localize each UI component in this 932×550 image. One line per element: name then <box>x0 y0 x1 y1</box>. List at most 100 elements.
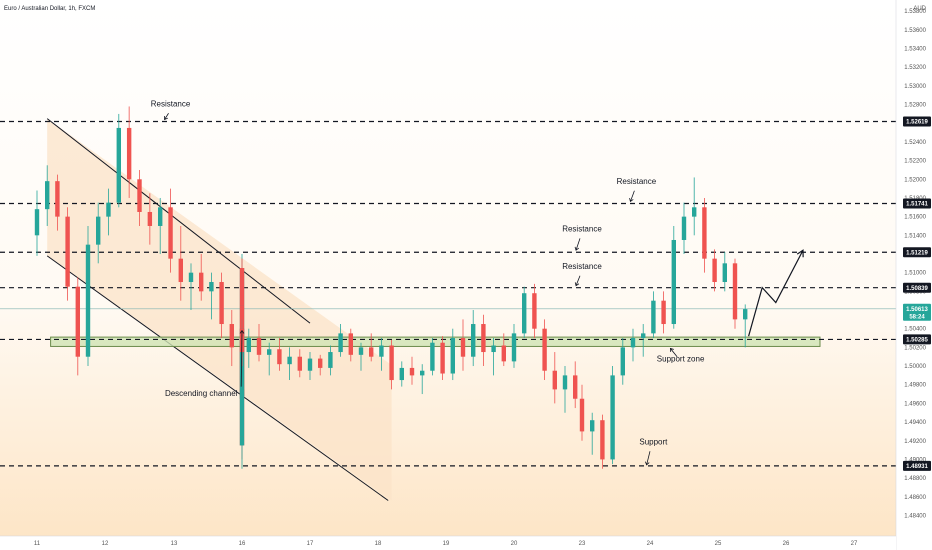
candle <box>267 342 272 376</box>
candle <box>573 361 578 409</box>
level-price-tag <box>903 282 931 293</box>
projection-arrowhead <box>796 249 804 258</box>
candle <box>199 253 204 301</box>
candle-body <box>358 347 364 355</box>
candle <box>681 202 687 254</box>
candle-body <box>379 345 384 357</box>
level-price-tag-label: 1.52619 <box>906 120 928 126</box>
candle-countdown-label: 58:24 <box>909 314 925 320</box>
projection-path <box>748 249 804 337</box>
candle-body <box>229 324 234 348</box>
candle <box>590 412 595 455</box>
level-price-tag-label: 1.50285 <box>906 338 928 344</box>
candle-body <box>338 333 343 353</box>
candle <box>229 310 234 367</box>
resistance-pointer-1 <box>164 113 169 120</box>
time-tick-label: 26 <box>783 541 790 547</box>
chart-title: Euro / Australian Dollar, 1h, FXCM <box>4 6 95 12</box>
candle <box>562 366 568 413</box>
annotation-label: Resistance <box>562 262 602 271</box>
candle-body <box>328 352 333 368</box>
candle-body <box>55 181 60 217</box>
time-tick-label: 27 <box>851 541 858 547</box>
candle <box>671 225 676 329</box>
candle-body <box>590 420 595 432</box>
price-tick-label: 1.52000 <box>904 177 926 183</box>
time-axis[interactable]: 11 12 13 16 17 18 19 20 23 24 25 26 27 <box>0 535 896 550</box>
candle-body <box>542 328 547 371</box>
candle <box>600 414 605 469</box>
candle-body <box>562 375 568 390</box>
candle-body <box>75 286 80 357</box>
candle <box>318 354 323 376</box>
price-tick-label: 1.51000 <box>904 271 926 277</box>
price-axis-background[interactable] <box>896 0 932 550</box>
candle <box>661 291 666 334</box>
time-tick-label: 11 <box>34 541 41 547</box>
candle <box>389 339 394 390</box>
candle-body <box>126 127 132 180</box>
price-tick-label: 1.49000 <box>904 457 926 463</box>
candle-body <box>348 333 353 355</box>
candle <box>491 338 496 376</box>
candle <box>399 361 404 387</box>
candle <box>369 333 374 362</box>
candle <box>338 324 343 357</box>
candle-body <box>651 300 656 334</box>
candle <box>116 113 121 208</box>
candle-body <box>671 239 676 325</box>
candle <box>246 328 251 368</box>
annotation-label: Resistance <box>617 177 657 186</box>
candle-body <box>287 356 292 365</box>
price-tick-label: 1.53400 <box>904 47 926 53</box>
price-tick-label: 1.48800 <box>904 476 926 482</box>
candle <box>552 352 557 404</box>
candles-layer <box>34 106 748 469</box>
candle-body <box>522 293 527 334</box>
candle <box>532 283 537 339</box>
candle <box>55 174 60 231</box>
resistance-pointer-2 <box>630 190 635 202</box>
level-price-tag-label: 1.51741 <box>906 202 928 208</box>
level-price-tag <box>903 116 931 127</box>
candle-body <box>239 366 245 437</box>
candle-body <box>96 216 101 245</box>
candle-body <box>552 370 557 390</box>
resistance-pointer-2-head <box>629 197 634 203</box>
channel-lower-line <box>46 255 389 501</box>
resistance-pointer-4-head <box>574 282 580 287</box>
candle-body <box>399 367 404 381</box>
level-price-tag-label: 1.51219 <box>906 250 928 256</box>
time-tick-label: 25 <box>715 541 722 547</box>
candle-body <box>158 207 163 226</box>
candle-body <box>106 202 111 217</box>
candle <box>328 345 333 376</box>
price-tick-label: 1.51600 <box>904 215 926 221</box>
resistance-pointer-3-head <box>574 246 580 251</box>
candle <box>732 258 738 329</box>
candle <box>137 169 142 226</box>
level-price-tag-label: 1.50839 <box>906 286 928 292</box>
annotation-label: Resistance <box>151 99 191 108</box>
candle <box>722 252 727 292</box>
candle-body <box>116 127 121 203</box>
candle-body <box>712 258 717 283</box>
candle-body <box>199 272 204 292</box>
time-axis-background[interactable] <box>0 536 896 550</box>
candle-body <box>722 263 727 283</box>
price-tick-label: 1.48600 <box>904 495 926 501</box>
candle-body <box>610 375 615 460</box>
price-tick-label: 1.52200 <box>904 159 926 165</box>
price-tick-label: 1.53200 <box>904 65 926 71</box>
candle <box>348 328 353 362</box>
candle-body <box>45 181 50 210</box>
candle <box>702 197 707 273</box>
candle <box>610 366 615 465</box>
projection-layer <box>748 249 804 337</box>
annotation-layer: Resistance Resistance Resistance Resistance… <box>151 99 705 466</box>
price-tick-label: 1.52800 <box>904 103 926 109</box>
candle-body <box>573 375 578 399</box>
candle-body <box>600 420 605 460</box>
candle <box>620 338 625 385</box>
candle <box>168 188 173 273</box>
